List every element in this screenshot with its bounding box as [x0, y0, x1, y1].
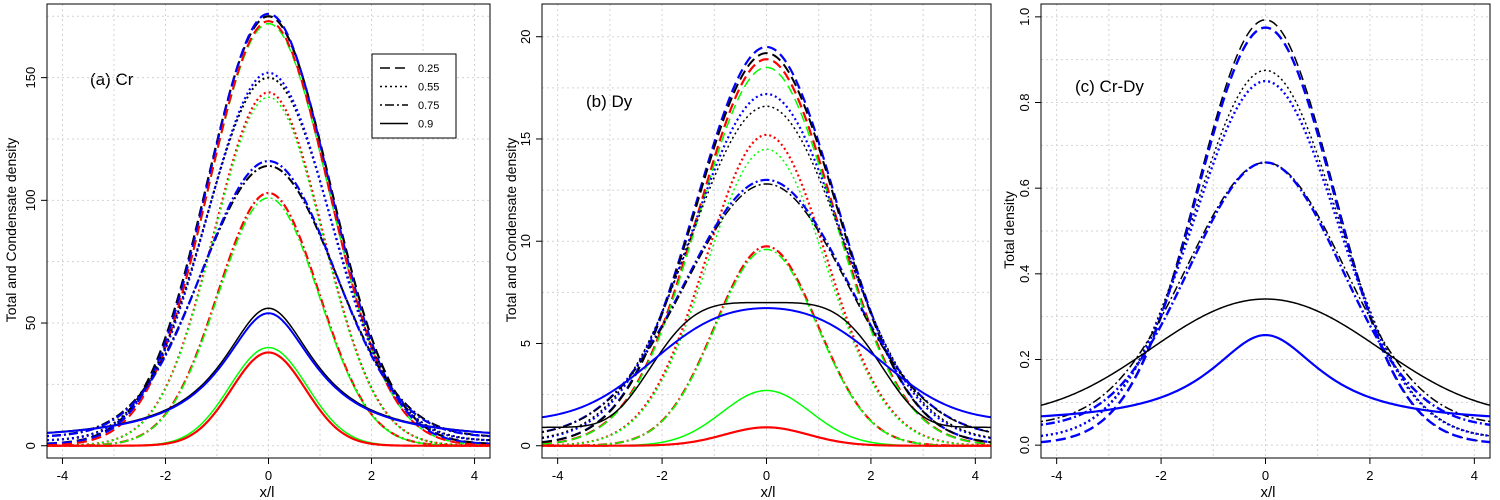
panel-b-ylabel: Total and Condensate density: [503, 138, 519, 322]
x-tick-label: 2: [867, 468, 874, 483]
y-tick-label: 0.2: [1017, 350, 1032, 368]
x-tick-label: 2: [368, 468, 375, 483]
x-tick-label: 0: [265, 468, 272, 483]
x-tick-label: -4: [57, 468, 69, 483]
y-tick-label: 150: [23, 67, 38, 89]
y-tick-label: 0.4: [1017, 265, 1032, 283]
series-line-red-0.9: [47, 351, 490, 447]
series-line-blue-0.55: [46, 71, 491, 442]
x-tick-label: -2: [160, 468, 172, 483]
series-line-blue-0.55: [1040, 79, 1491, 438]
y-tick-label: 0.6: [1017, 179, 1032, 197]
series-line-blue-0.25: [1040, 26, 1491, 444]
x-tick-label: 0: [763, 468, 770, 483]
series-line-black-0.9: [1040, 298, 1491, 407]
y-tick-label: 0: [518, 442, 533, 449]
series-line-blue-0.9: [1040, 333, 1491, 418]
series-line-blue-0.25: [46, 12, 491, 445]
y-tick-label: 15: [518, 132, 533, 146]
grid-group: [542, 4, 991, 458]
x-tick-label: 0: [1262, 468, 1269, 483]
y-tick-label: 0.8: [1017, 93, 1032, 111]
grid-group: [1041, 4, 1490, 458]
series-line-green-0.55: [541, 148, 992, 447]
series-line-red-0.25: [541, 58, 992, 446]
series-group: [46, 12, 491, 447]
y-tick-label: 0: [23, 442, 38, 449]
y-tick-label: 100: [23, 189, 38, 211]
y-tick-label: 10: [518, 234, 533, 248]
x-tick-label: 4: [972, 468, 979, 483]
legend: 0.25 0.55 0.75 0.9: [371, 53, 457, 139]
series-line-green-0.55: [46, 96, 491, 447]
y-tick-label: 50: [23, 316, 38, 330]
x-tick-label: 4: [1471, 468, 1478, 483]
series-line-black-0.25: [541, 52, 992, 444]
series-line-blue-0.9: [541, 307, 992, 419]
y-tick-label: 1.0: [1017, 8, 1032, 26]
x-tick-label: -2: [656, 468, 668, 483]
panel-b: Total and Condensate density x/l (b) Dy …: [503, 3, 992, 500]
series-group: [1040, 19, 1491, 444]
series-line-blue-0.75: [46, 159, 491, 438]
series-group: [541, 45, 992, 447]
series-line-blue-0.9: [46, 312, 491, 434]
panel-b-xlabel: x/l: [761, 484, 776, 500]
x-tick-label: 4: [471, 468, 478, 483]
panel-a-xlabel: x/l: [260, 484, 275, 500]
legend-label: 0.55: [418, 82, 439, 94]
y-tick-label: 0.0: [1017, 436, 1032, 454]
panel-c-title: (c) Cr-Dy: [1075, 77, 1144, 96]
panel-a-ylabel: Total and Condensate density: [3, 138, 19, 322]
x-tick-label: -4: [552, 468, 564, 483]
series-line-black-0.55: [46, 76, 491, 442]
series-line-green-0.75: [47, 197, 490, 447]
series-line-green-0.25: [541, 66, 992, 445]
series-line-black-0.9: [542, 301, 991, 429]
series-line-red-0.55: [541, 133, 992, 447]
series-line-blue-0.55: [541, 92, 992, 440]
series-line-black-0.75: [1040, 161, 1491, 423]
series-line-black-0.75: [541, 183, 992, 433]
panel-c: Total density x/l (c) Cr-Dy -4 -2 0 2 4 0.0 0.…: [1001, 3, 1491, 500]
panel-a: Total and Condensate density x/l (a) Cr …: [3, 3, 491, 500]
series-line-blue-0.75: [541, 178, 992, 434]
panel-a-title: (a) Cr: [90, 70, 134, 89]
y-tick-label: 5: [518, 340, 533, 347]
series-line-green-0.75: [541, 248, 992, 447]
x-tick-label: -4: [1051, 468, 1063, 483]
series-line-black-0.55: [1040, 69, 1491, 437]
x-tick-label: -2: [1155, 468, 1167, 483]
x-tick-label: 2: [1366, 468, 1373, 483]
panel-c-xlabel: x/l: [1261, 484, 1276, 500]
panel-b-title: (b) Dy: [586, 92, 633, 111]
legend-box: [371, 53, 457, 139]
legend-label: 0.25: [418, 63, 439, 75]
legend-label: 0.75: [418, 100, 439, 112]
legend-label: 0.9: [418, 119, 433, 131]
series-line-red-0.9: [542, 426, 991, 447]
y-tick-label: 20: [518, 29, 533, 43]
panel-c-ylabel: Total density: [1001, 191, 1017, 269]
series-line-blue-0.75: [1040, 161, 1491, 426]
